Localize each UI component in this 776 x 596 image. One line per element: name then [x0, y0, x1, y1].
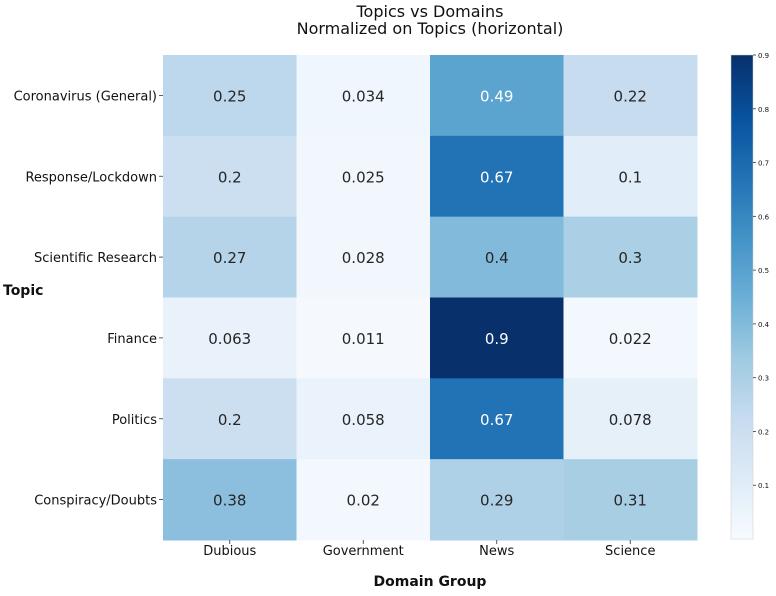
cell-value-label: 0.49	[480, 87, 513, 105]
cell-value-label: 0.2	[218, 168, 242, 186]
heatmap-cell	[430, 216, 564, 298]
cell-value-label: 0.4	[485, 249, 509, 267]
cell-value-label: 0.034	[342, 87, 385, 105]
y-tick-label: Politics	[112, 413, 157, 428]
heatmap-cell	[563, 55, 698, 137]
cell-value-label: 0.3	[618, 249, 642, 267]
heatmap-cell	[163, 216, 297, 298]
x-tick-labels: Dubious Government News Science	[203, 540, 655, 559]
y-tick-label: Conspiracy/Doubts	[34, 494, 157, 509]
heatmap-cell	[430, 55, 564, 137]
heatmap-cell	[296, 297, 431, 379]
heatmap-cell	[296, 216, 431, 298]
colorbar-tick-label: 0.3	[758, 375, 769, 383]
y-tick-label: Scientific Research	[34, 251, 157, 266]
chart-title-line2: Normalized on Topics (horizontal)	[297, 19, 564, 38]
y-tick-labels: Coronavirus (General) Response/Lockdown Sc…	[14, 89, 163, 509]
cell-value-label: 0.025	[342, 168, 385, 186]
heatmap-cell	[163, 378, 297, 460]
cell-value-label: 0.31	[614, 492, 647, 510]
colorbar-tick-label: 0.5	[758, 267, 769, 275]
cell-value-label: 0.058	[342, 411, 385, 429]
cell-value-label: 0.9	[485, 330, 509, 348]
colorbar-ticks: 0.1 0.2 0.3 0.4 0.5 0.6 0.7 0.8 0.9	[753, 52, 770, 490]
y-tick-label: Finance	[107, 332, 157, 347]
chart-title-line1: Topics vs Domains	[356, 2, 504, 21]
heatmap-cell	[296, 459, 431, 541]
x-tick-label: Science	[605, 544, 655, 559]
heatmap-cell	[430, 459, 564, 541]
cell-value-label: 0.02	[347, 492, 380, 510]
y-tick-label: Coronavirus (General)	[14, 89, 157, 104]
colorbar-tick-label: 0.6	[758, 213, 770, 221]
heatmap-cell	[430, 297, 564, 379]
heatmap-cell	[163, 135, 297, 218]
heatmap-cell	[563, 378, 698, 460]
colorbar-tick-label: 0.8	[758, 106, 769, 114]
y-tick-label: Response/Lockdown	[25, 170, 157, 185]
colorbar-tick-label: 0.2	[758, 428, 769, 436]
cell-value-label: 0.022	[609, 330, 652, 348]
cell-value-labels: 0.25 0.034 0.49 0.22 0.2 0.025 0.67 0.1 0.27 0.02…	[208, 87, 651, 509]
heatmap-cell	[296, 135, 431, 218]
heatmap-cell	[430, 378, 564, 460]
cell-value-label: 0.2	[218, 411, 242, 429]
heatmap-cell	[296, 378, 431, 460]
y-axis-label: Topic	[3, 283, 43, 299]
colorbar-tick-label: 0.4	[758, 321, 770, 329]
heatmap-cell	[563, 216, 698, 298]
heatmap-cell	[163, 297, 297, 379]
heatmap-cell	[563, 135, 698, 218]
heatmap-cell	[563, 297, 698, 379]
heatmap-cell	[163, 459, 297, 541]
x-tick-label: Government	[323, 544, 404, 559]
cell-value-label: 0.38	[213, 492, 246, 510]
heatmap-cell	[430, 135, 564, 218]
colorbar-tick-label: 0.9	[758, 52, 769, 60]
heatmap-cell	[563, 459, 698, 541]
x-tick-label: News	[479, 544, 514, 559]
cell-value-label: 0.1	[618, 168, 642, 186]
colorbar-tick-label: 0.7	[758, 160, 769, 168]
cell-value-label: 0.67	[480, 168, 513, 186]
cell-value-label: 0.063	[208, 330, 251, 348]
x-axis-label: Domain Group	[374, 574, 487, 590]
cell-value-label: 0.011	[342, 330, 385, 348]
colorbar-tick-label: 0.1	[758, 482, 769, 490]
cell-value-label: 0.078	[609, 411, 652, 429]
heatmap-cell	[163, 55, 297, 137]
x-tick-label: Dubious	[203, 544, 256, 559]
cell-value-label: 0.27	[213, 249, 246, 267]
cell-value-label: 0.67	[480, 411, 513, 429]
cell-value-label: 0.25	[213, 87, 246, 105]
colorbar	[730, 54, 754, 540]
heatmap-cell	[296, 55, 431, 137]
heatmap-cells	[163, 55, 698, 541]
cell-value-label: 0.028	[342, 249, 385, 267]
cell-value-label: 0.29	[480, 492, 513, 510]
cell-value-label: 0.22	[614, 87, 647, 105]
